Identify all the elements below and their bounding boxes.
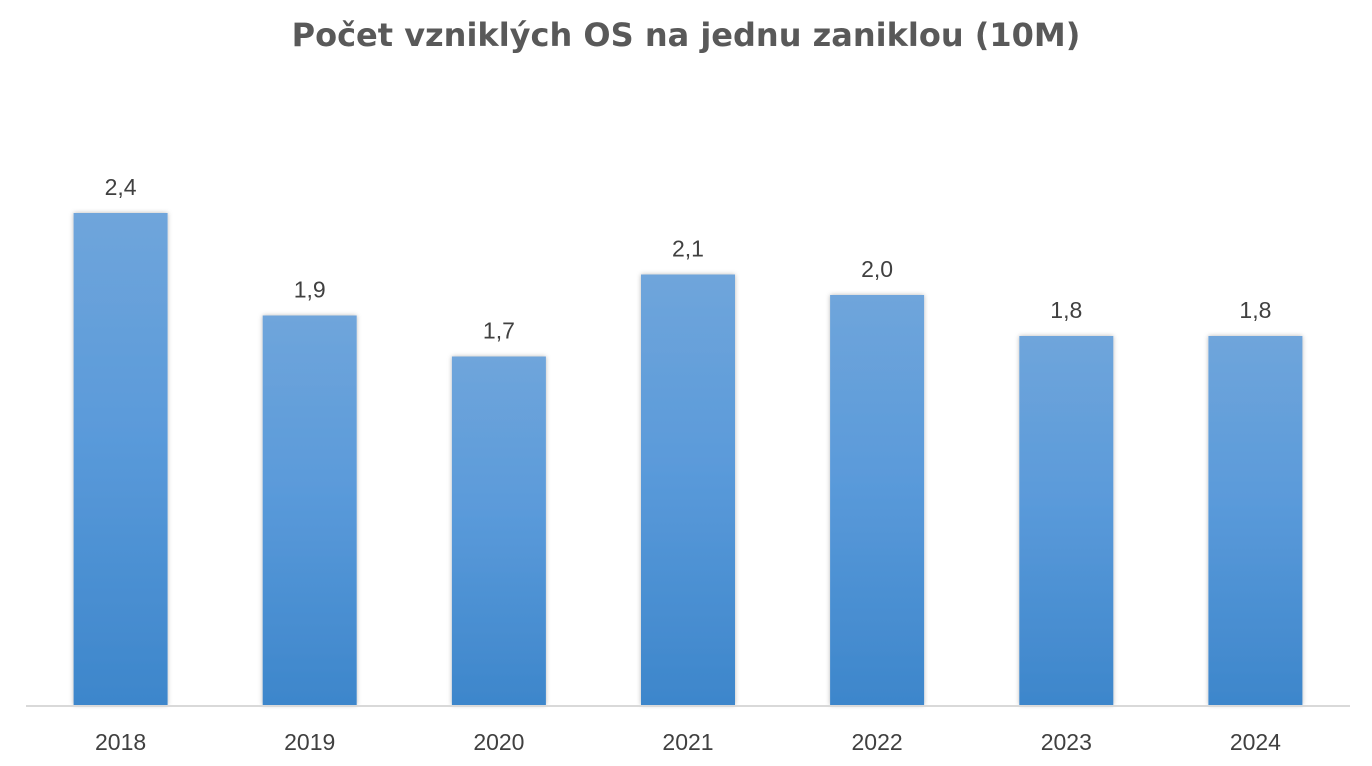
- x-tick-label-2023: 2023: [1041, 729, 1092, 755]
- x-tick-label-2019: 2019: [284, 729, 335, 755]
- bar-2018: [73, 213, 168, 705]
- x-tick-label-2022: 2022: [852, 729, 903, 755]
- data-label-2018: 2,4: [105, 174, 137, 200]
- x-tick-labels-group: 2018 2019 2020 2021 2022 2023 2024: [95, 729, 1281, 755]
- data-label-2019: 1,9: [294, 277, 326, 303]
- x-tick-label-2020: 2020: [473, 729, 524, 755]
- bar-2019: [262, 315, 357, 705]
- chart-title: Počet vzniklých OS na jednu zaniklou (10…: [291, 16, 1081, 54]
- x-tick-label-2018: 2018: [95, 729, 146, 755]
- data-label-2020: 1,7: [483, 318, 515, 344]
- bars-group: [73, 213, 1303, 705]
- bar-2022: [830, 295, 925, 705]
- data-label-2022: 2,0: [861, 256, 893, 282]
- data-label-2024: 1,8: [1239, 297, 1271, 323]
- data-label-2023: 1,8: [1050, 297, 1082, 323]
- data-label-2021: 2,1: [672, 236, 704, 262]
- bar-2020: [451, 356, 546, 705]
- bar-2021: [641, 274, 735, 705]
- x-tick-label-2024: 2024: [1230, 729, 1281, 755]
- data-labels-group: 2,4 1,9 1,7 2,1 2,0 1,8 1,8: [105, 174, 1272, 344]
- bar-2023: [1019, 336, 1114, 705]
- bar-2024: [1208, 336, 1303, 705]
- x-tick-label-2021: 2021: [662, 729, 713, 755]
